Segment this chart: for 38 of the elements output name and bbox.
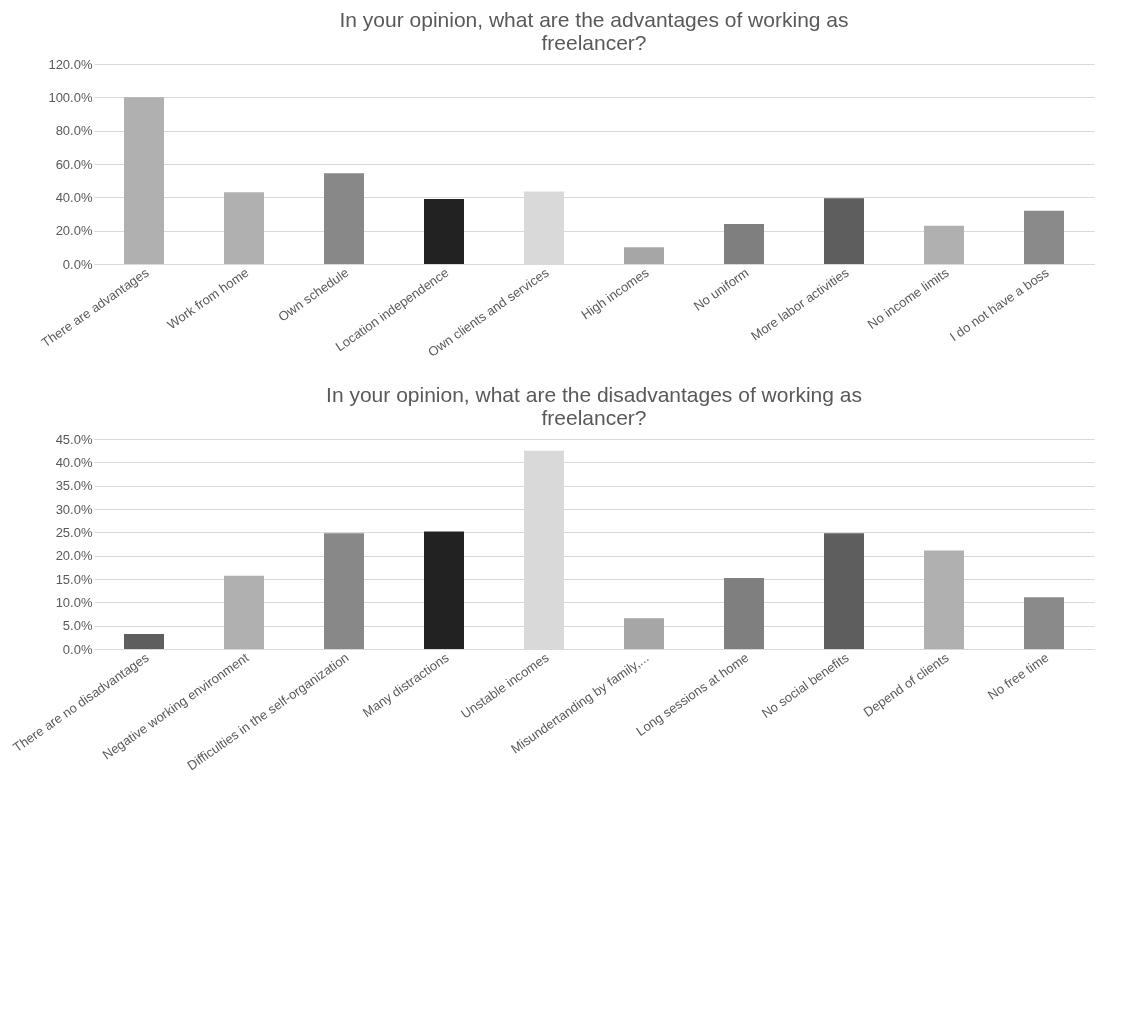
chart-title: In your opinion, what are the advantages of working as freelancer?	[339, 8, 849, 54]
y-tick-label: 10.0%	[55, 594, 93, 610]
bar	[824, 533, 864, 649]
bar	[1024, 210, 1064, 264]
bar	[124, 634, 164, 649]
y-tick-label: 80.0%	[55, 123, 93, 139]
bar	[924, 225, 964, 264]
y-tick-label: 40.0%	[55, 189, 93, 205]
bar	[1024, 597, 1064, 649]
bar	[924, 550, 964, 649]
bar	[424, 199, 464, 264]
y-tick-label: 100.0%	[48, 89, 93, 105]
bar	[324, 533, 364, 649]
bar	[124, 97, 164, 264]
y-tick-label: 120.0%	[48, 56, 93, 72]
bar	[224, 192, 264, 264]
y-tick-label: 5.0%	[62, 618, 93, 634]
chart-title: In your opinion, what are the disadvantages of working as freelancer?	[326, 383, 862, 429]
bar	[624, 247, 664, 264]
y-tick-label: 25.0%	[55, 524, 93, 540]
x-tick-label: No free time	[984, 649, 1052, 703]
y-tick-label: 0.0%	[62, 641, 93, 657]
y-tick-label: 45.0%	[55, 431, 93, 447]
y-tick-label: 20.0%	[55, 223, 93, 239]
bar	[624, 618, 664, 649]
y-tick-label: 60.0%	[55, 156, 93, 172]
bar	[724, 224, 764, 264]
y-tick-label: 20.0%	[55, 548, 93, 564]
bar	[824, 198, 864, 264]
bar	[424, 531, 464, 649]
y-tick-label: 15.0%	[55, 571, 93, 587]
bar	[324, 173, 364, 264]
y-tick-label: 40.0%	[55, 454, 93, 470]
bar	[224, 575, 264, 649]
y-tick-label: 30.0%	[55, 501, 93, 517]
y-tick-label: 0.0%	[62, 256, 93, 272]
bar	[724, 578, 764, 649]
y-tick-label: 35.0%	[55, 478, 93, 494]
